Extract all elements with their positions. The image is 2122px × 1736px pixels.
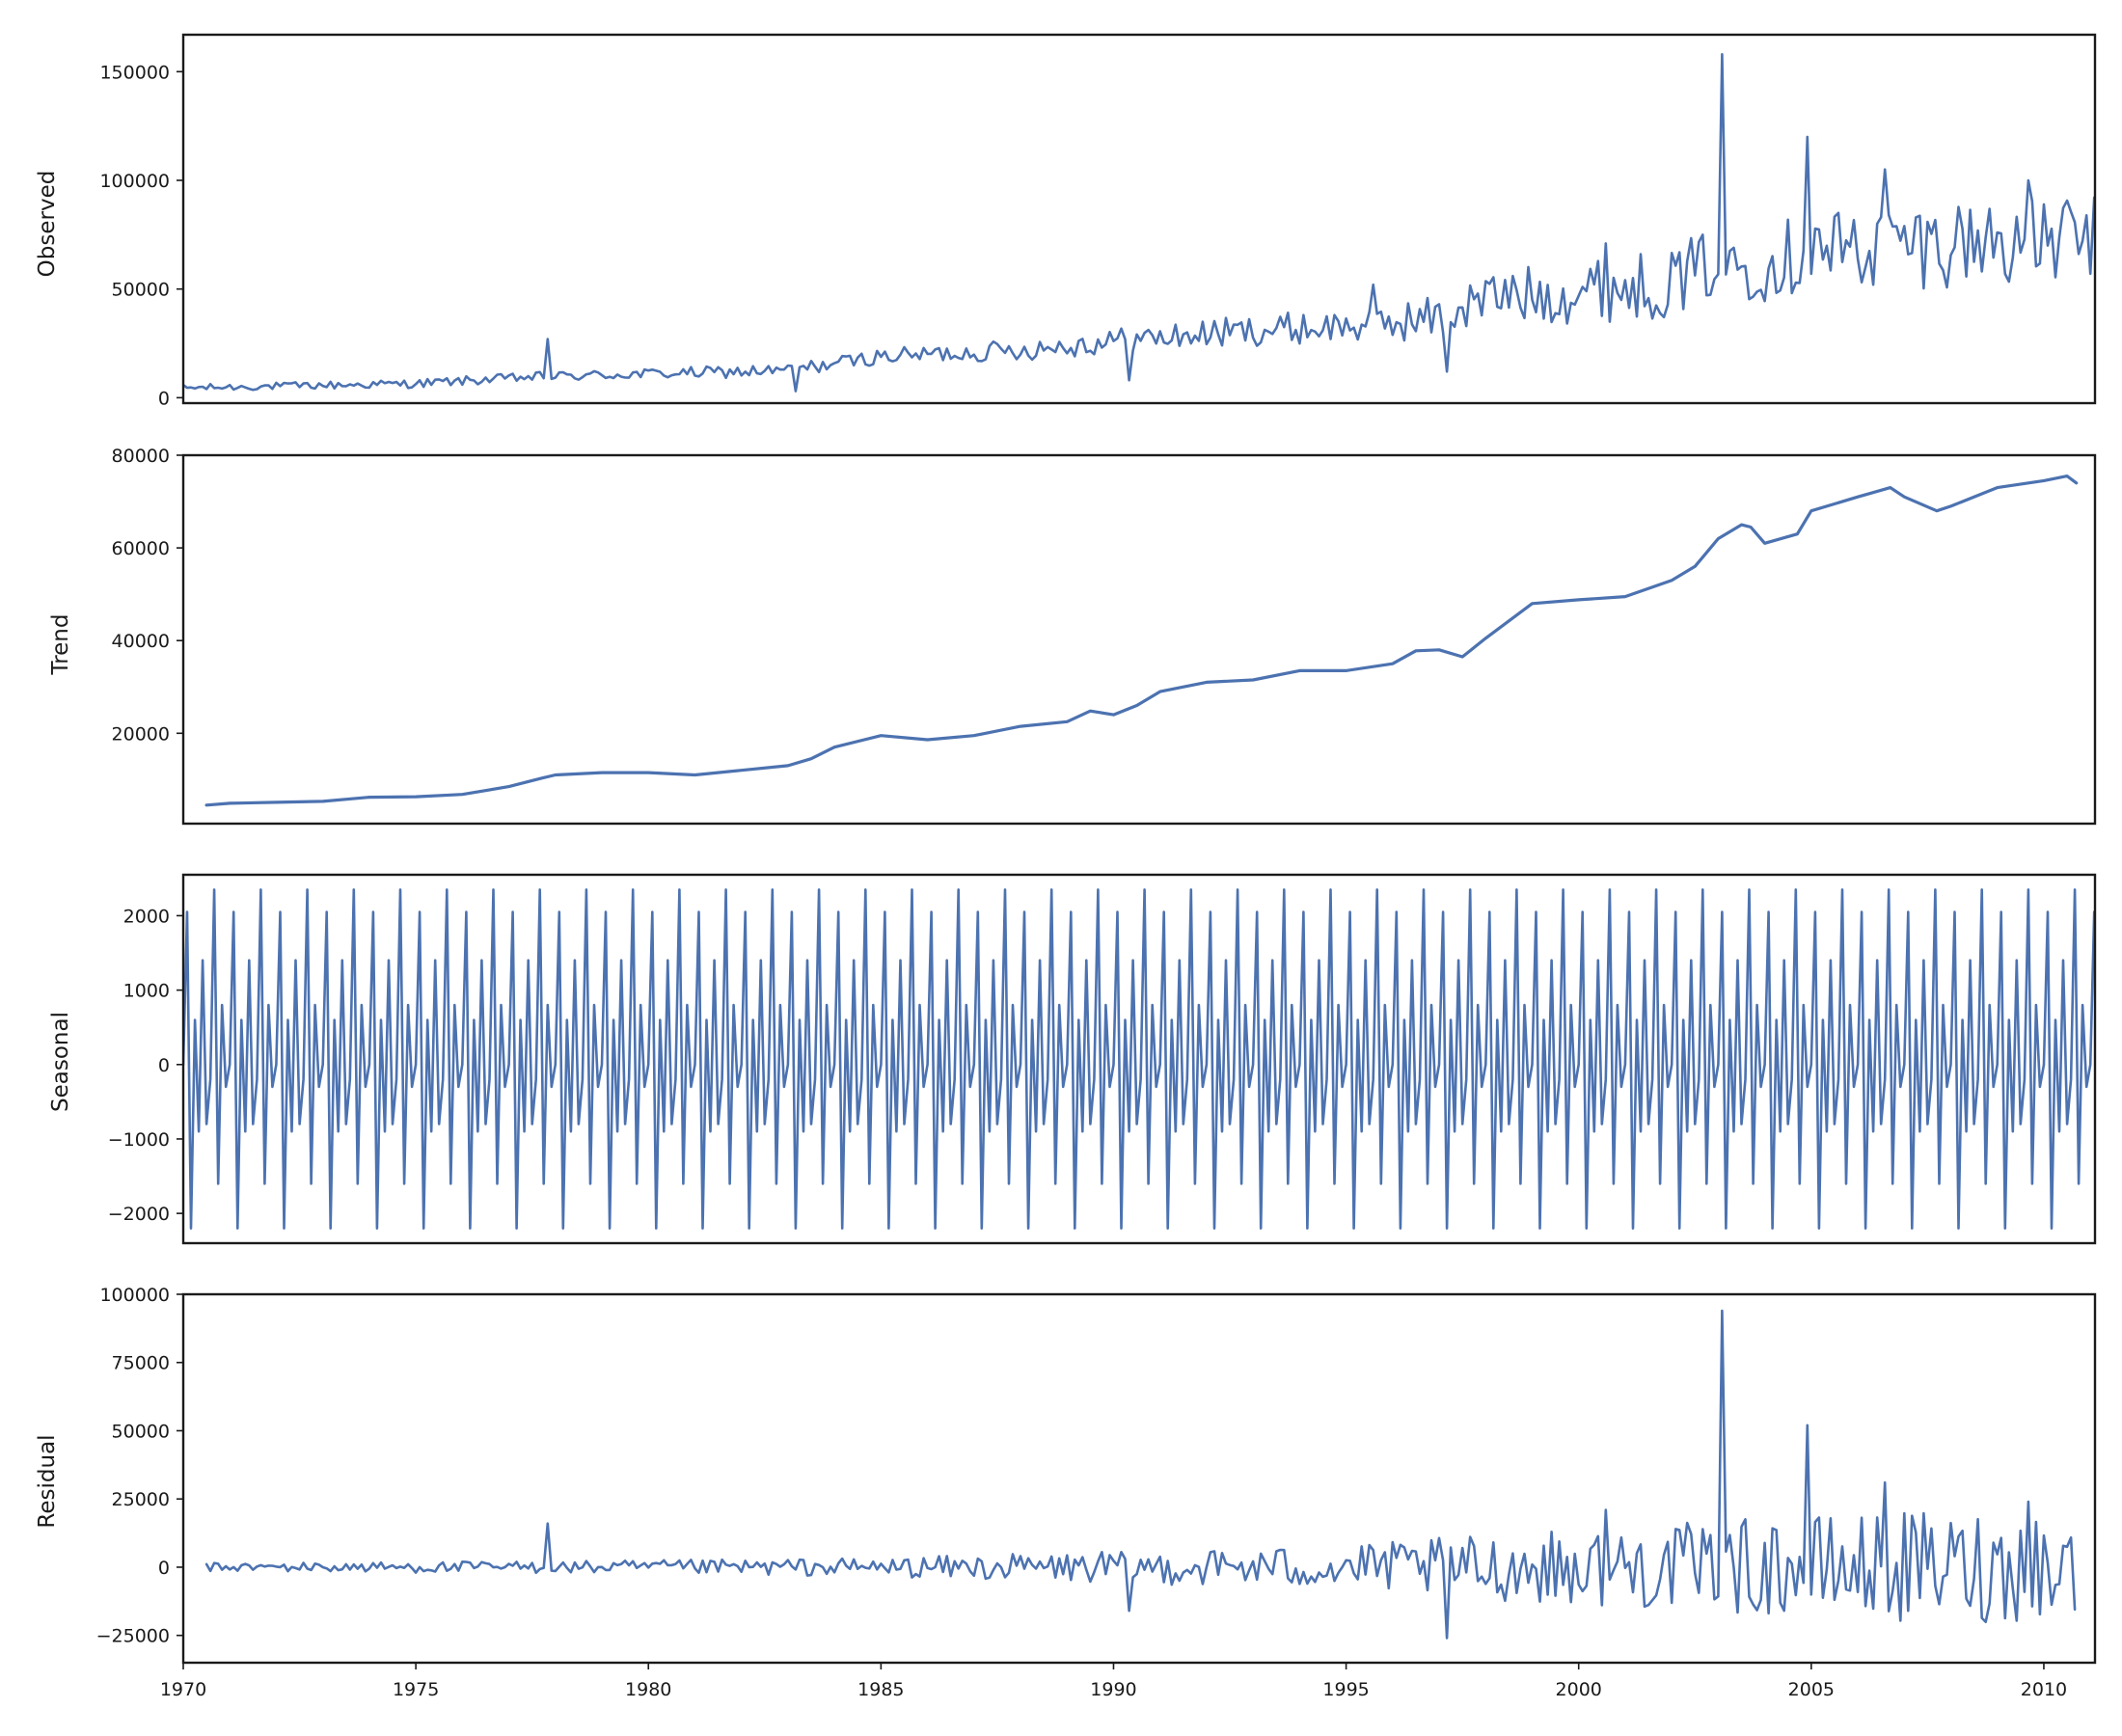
series-line-residual bbox=[204, 1309, 2077, 1640]
ytick-label-observed: 100000 bbox=[99, 171, 170, 192]
ytick-label-trend: 80000 bbox=[112, 446, 170, 467]
ytick-label-observed: 150000 bbox=[99, 62, 170, 83]
ylabel-residual: Residual bbox=[35, 1434, 60, 1528]
xtick-label: 1985 bbox=[857, 1679, 904, 1700]
xtick-label: 2005 bbox=[1788, 1679, 1835, 1700]
series-line-observed bbox=[183, 53, 2095, 393]
xtick-label: 1970 bbox=[160, 1679, 206, 1700]
ylabel-observed: Observed bbox=[35, 171, 60, 278]
ytick-label-seasonal: 0 bbox=[158, 1055, 170, 1076]
x-axis-ticks: 1970 1975 1980 1985 1990 1995 2000 2005 2010 bbox=[160, 1663, 2067, 1700]
series-line-seasonal bbox=[183, 888, 2095, 1230]
xtick-label: 1980 bbox=[625, 1679, 671, 1700]
plot-seasonal bbox=[183, 888, 2095, 1230]
plot-trend bbox=[204, 475, 2079, 807]
panel-residual: Residual −25000 0 25000 50000 75000 100000 bbox=[35, 1285, 2097, 1665]
ylabel-trend: Trend bbox=[48, 614, 73, 676]
frame-seasonal bbox=[181, 873, 2097, 1245]
ytick-label-observed: 0 bbox=[158, 388, 170, 409]
ytick-label-observed: 50000 bbox=[112, 280, 170, 301]
xtick-label: 2010 bbox=[2021, 1679, 2067, 1700]
ytick-label-residual: −25000 bbox=[96, 1626, 170, 1647]
panel-seasonal: Seasonal −2000 −1000 0 1000 2000 bbox=[48, 873, 2097, 1245]
yticks-observed: 0 50000 100000 150000 bbox=[99, 62, 183, 409]
frame-trend bbox=[181, 453, 2097, 826]
plot-observed bbox=[183, 53, 2095, 393]
ytick-label-residual: 100000 bbox=[99, 1285, 170, 1306]
panel-observed: Observed 0 50000 100000 150000 bbox=[35, 33, 2097, 409]
yticks-trend: 20000 40000 60000 80000 bbox=[112, 446, 183, 745]
plot-residual bbox=[204, 1309, 2077, 1640]
ytick-label-trend: 20000 bbox=[112, 723, 170, 745]
yticks-residual: −25000 0 25000 50000 75000 100000 bbox=[96, 1285, 183, 1647]
ytick-label-residual: 0 bbox=[158, 1558, 170, 1579]
ytick-label-seasonal: 1000 bbox=[123, 981, 170, 1002]
xtick-label: 1975 bbox=[393, 1679, 439, 1700]
ytick-label-trend: 60000 bbox=[112, 538, 170, 559]
xtick-label: 2000 bbox=[1556, 1679, 1602, 1700]
ytick-label-seasonal: −1000 bbox=[108, 1129, 170, 1151]
frame-residual bbox=[181, 1292, 2097, 1665]
ylabel-seasonal: Seasonal bbox=[48, 1012, 73, 1112]
xtick-label: 1995 bbox=[1322, 1679, 1369, 1700]
ytick-label-residual: 25000 bbox=[112, 1489, 170, 1510]
xtick-label: 1990 bbox=[1090, 1679, 1136, 1700]
yticks-seasonal: −2000 −1000 0 1000 2000 bbox=[108, 906, 183, 1225]
frame-observed bbox=[181, 33, 2097, 405]
ytick-label-seasonal: −2000 bbox=[108, 1204, 170, 1225]
series-line-trend bbox=[204, 475, 2079, 807]
panel-trend: Trend 20000 40000 60000 80000 bbox=[48, 446, 2097, 826]
ytick-label-residual: 50000 bbox=[112, 1421, 170, 1442]
ytick-label-residual: 75000 bbox=[112, 1353, 170, 1374]
ytick-label-seasonal: 2000 bbox=[123, 906, 170, 927]
ytick-label-trend: 40000 bbox=[112, 631, 170, 652]
